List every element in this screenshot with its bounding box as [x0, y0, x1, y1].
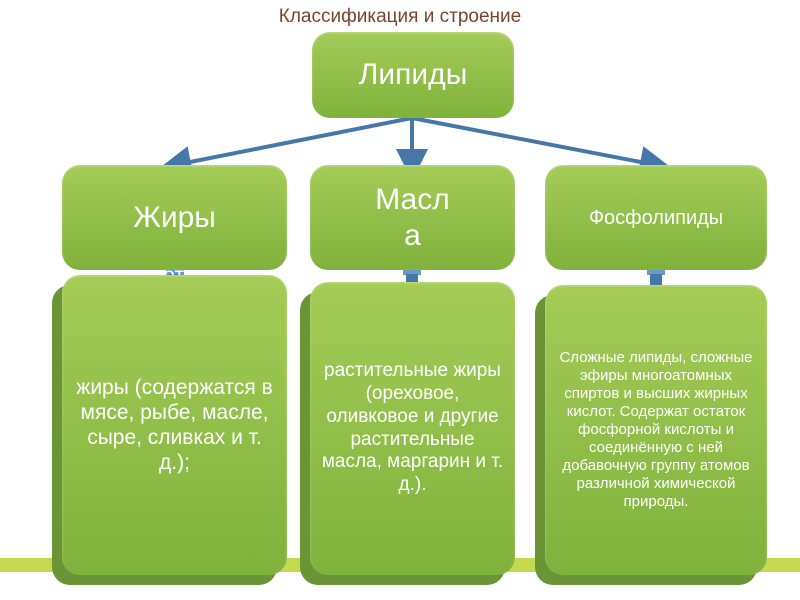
- branch-desc-1: растительные жиры (ореховое, оливковое и…: [310, 282, 515, 575]
- branch-header-0: Жиры: [62, 165, 287, 270]
- branch-header-2: Фосфолипиды: [545, 165, 767, 270]
- root-node: Липиды: [312, 32, 514, 118]
- branch-desc-2: Сложные липиды, сложные эфиры многоатомн…: [545, 285, 767, 575]
- branch-header-1: Масла: [310, 165, 515, 270]
- title-line1: Классификация и строение: [279, 6, 521, 27]
- branch-desc-0: жиры (содержатся в мясе, рыбе, масле, сы…: [62, 275, 287, 575]
